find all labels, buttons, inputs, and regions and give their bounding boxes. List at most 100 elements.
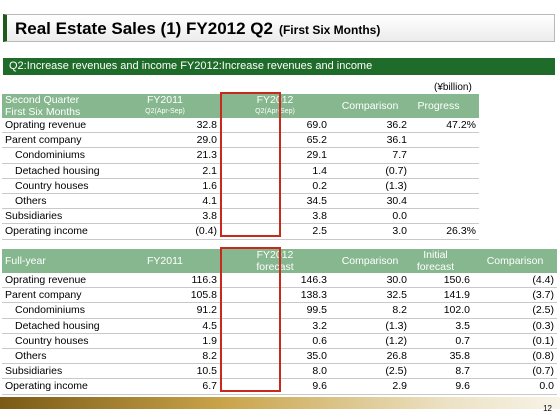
table-row	[398, 208, 479, 225]
fy-initial-cell-comp2: (0.1)	[473, 333, 557, 349]
table-row: Subsidiaries 10.5 8.0 (2.5)	[2, 363, 410, 380]
q2-progress-cell-progress	[398, 208, 479, 225]
table-row	[398, 147, 479, 164]
fy-cell-fy2012: 35.0	[220, 348, 330, 365]
q2-progress-cell-progress	[398, 163, 479, 179]
fy-initial-cell-comp2: (4.4)	[473, 273, 557, 289]
table-row	[398, 178, 479, 194]
table-row: 150.6 (4.4)	[398, 273, 557, 289]
table-row: 141.9 (3.7)	[398, 287, 557, 304]
unit-label: (¥billion)	[434, 82, 472, 93]
fy-initial-cell-init: 0.7	[398, 333, 473, 349]
fy-initial-cell-init: 102.0	[398, 302, 473, 319]
q2-cell-fy2011: 21.3	[110, 147, 220, 164]
fy-header-comparison: Comparison	[330, 249, 410, 273]
page-number: 12	[543, 404, 552, 413]
fy-row-label: Others	[2, 348, 110, 365]
fy-initial-cell-init: 35.8	[398, 348, 473, 365]
fy-cell-fy2011: 6.7	[110, 378, 220, 395]
table-row: 102.0 (2.5)	[398, 302, 557, 319]
q2-progress-cell-progress: 47.2%	[398, 118, 479, 134]
q2-cell-fy2012: 1.4	[220, 163, 330, 179]
fy-cell-fy2011: 8.2	[110, 348, 220, 365]
q2-progress-cell-progress	[398, 193, 479, 210]
q2-cell-fy2011: 1.6	[110, 178, 220, 194]
fy-cell-fy2012: 8.0	[220, 363, 330, 380]
summary-banner: Q2:Increase revenues and income FY2012:I…	[3, 58, 555, 75]
title-box: Real Estate Sales (1) FY2012 Q2 (First Si…	[3, 14, 555, 42]
fy2012-q2-highlight	[220, 92, 281, 237]
q2-cell-fy2012: 65.2	[220, 132, 330, 149]
table-row: Detached housing 2.1 1.4 (0.7)	[2, 163, 410, 179]
table-row: Country houses 1.9 0.6 (1.2)	[2, 333, 410, 349]
q2-progress-cell-progress	[398, 147, 479, 164]
table-row: Operating income (0.4) 2.5 3.0	[2, 223, 410, 240]
fy-cell-fy2012: 3.2	[220, 318, 330, 334]
q2-row-label: Oprating revenue	[2, 118, 110, 134]
q2-header-fy2012: FY2012 Q2(Apr-Sep)	[220, 94, 330, 118]
fy-initial-header-row: Initial forecast Comparison	[398, 249, 557, 273]
table-row: Parent company 29.0 65.2 36.1	[2, 132, 410, 149]
fy-initial-cell-comp2: (3.7)	[473, 287, 557, 304]
table-row	[398, 193, 479, 210]
table-row: 9.6 0.0	[398, 378, 557, 395]
q2-progress-cell-progress: 26.3%	[398, 223, 479, 240]
fy-cell-fy2011: 116.3	[110, 273, 220, 289]
page-title: Real Estate Sales (1) FY2012 Q2 (First Si…	[15, 19, 381, 38]
fy-cell-fy2012: 0.6	[220, 333, 330, 349]
q2-row-label: Parent company	[2, 132, 110, 149]
q2-header-label: Second Quarter First Six Months	[2, 94, 110, 118]
fy-forecast-table: Full-year FY2011 FY2012 forecast Comparis…	[2, 249, 410, 395]
fy-initial-cell-init: 150.6	[398, 273, 473, 289]
fy-header-fy2011: FY2011	[110, 249, 220, 273]
fy-row-label: Detached housing	[2, 318, 110, 334]
table-row: 8.7 (0.7)	[398, 363, 557, 380]
table-row: 47.2%	[398, 118, 479, 134]
page-subtitle: (First Six Months)	[278, 23, 381, 37]
q2-header-comparison: Comparison	[330, 94, 410, 118]
fy-initial-cell-comp2: (0.7)	[473, 363, 557, 380]
table-row: 0.7 (0.1)	[398, 333, 557, 349]
q2-row-label: Condominiums	[2, 147, 110, 164]
q2-results-table: Second Quarter First Six Months FY2011 Q2(…	[2, 94, 410, 240]
table-row: Condominiums 91.2 99.5 8.2	[2, 302, 410, 319]
fy-header-label: Full-year	[2, 249, 110, 273]
fy2012-forecast-highlight	[220, 247, 281, 392]
q2-cell-fy2012: 69.0	[220, 118, 330, 134]
fy-initial-forecast-table: Initial forecast Comparison 150.6 (4.4) 141…	[398, 249, 557, 395]
fy-initial-cell-init: 9.6	[398, 378, 473, 395]
table-row: Oprating revenue 32.8 69.0 36.2	[2, 118, 410, 134]
q2-cell-fy2011: (0.4)	[110, 223, 220, 240]
q2-cell-fy2012: 0.2	[220, 178, 330, 194]
fy-cell-fy2011: 91.2	[110, 302, 220, 319]
q2-cell-fy2012: 34.5	[220, 193, 330, 210]
fy-initial-cell-comp2: (0.3)	[473, 318, 557, 334]
q2-header-progress: Progress	[398, 94, 479, 118]
fy-header-comparison2: Comparison	[473, 249, 557, 273]
q2-row-label: Subsidiaries	[2, 208, 110, 225]
table-row	[398, 163, 479, 179]
fy-initial-cell-init: 3.5	[398, 318, 473, 334]
fy-header-fy2012: FY2012 forecast	[220, 249, 330, 273]
fy-cell-fy2012: 146.3	[220, 273, 330, 289]
fy-initial-cell-comp2: (2.5)	[473, 302, 557, 319]
fy-cell-fy2011: 4.5	[110, 318, 220, 334]
table-row: Detached housing 4.5 3.2 (1.3)	[2, 318, 410, 334]
q2-cell-fy2012: 3.8	[220, 208, 330, 225]
fy-row-label: Operating income	[2, 378, 110, 395]
table-row: Condominiums 21.3 29.1 7.7	[2, 147, 410, 164]
footer-bar	[0, 397, 560, 409]
table-row: Operating income 6.7 9.6 2.9	[2, 378, 410, 395]
q2-row-label: Others	[2, 193, 110, 210]
fy-row-label: Country houses	[2, 333, 110, 349]
table-row: Country houses 1.6 0.2 (1.3)	[2, 178, 410, 194]
fy-row-label: Condominiums	[2, 302, 110, 319]
fy-initial-cell-init: 8.7	[398, 363, 473, 380]
q2-header-row: Second Quarter First Six Months FY2011 Q2(…	[2, 94, 410, 118]
q2-progress-table: Progress 47.2% 26.3%	[398, 94, 479, 240]
fy-cell-fy2011: 1.9	[110, 333, 220, 349]
fy-row-label: Parent company	[2, 287, 110, 304]
q2-cell-fy2011: 4.1	[110, 193, 220, 210]
q2-cell-fy2011: 3.8	[110, 208, 220, 225]
q2-header-fy2011: FY2011 Q2(Apr-Sep)	[110, 94, 220, 118]
